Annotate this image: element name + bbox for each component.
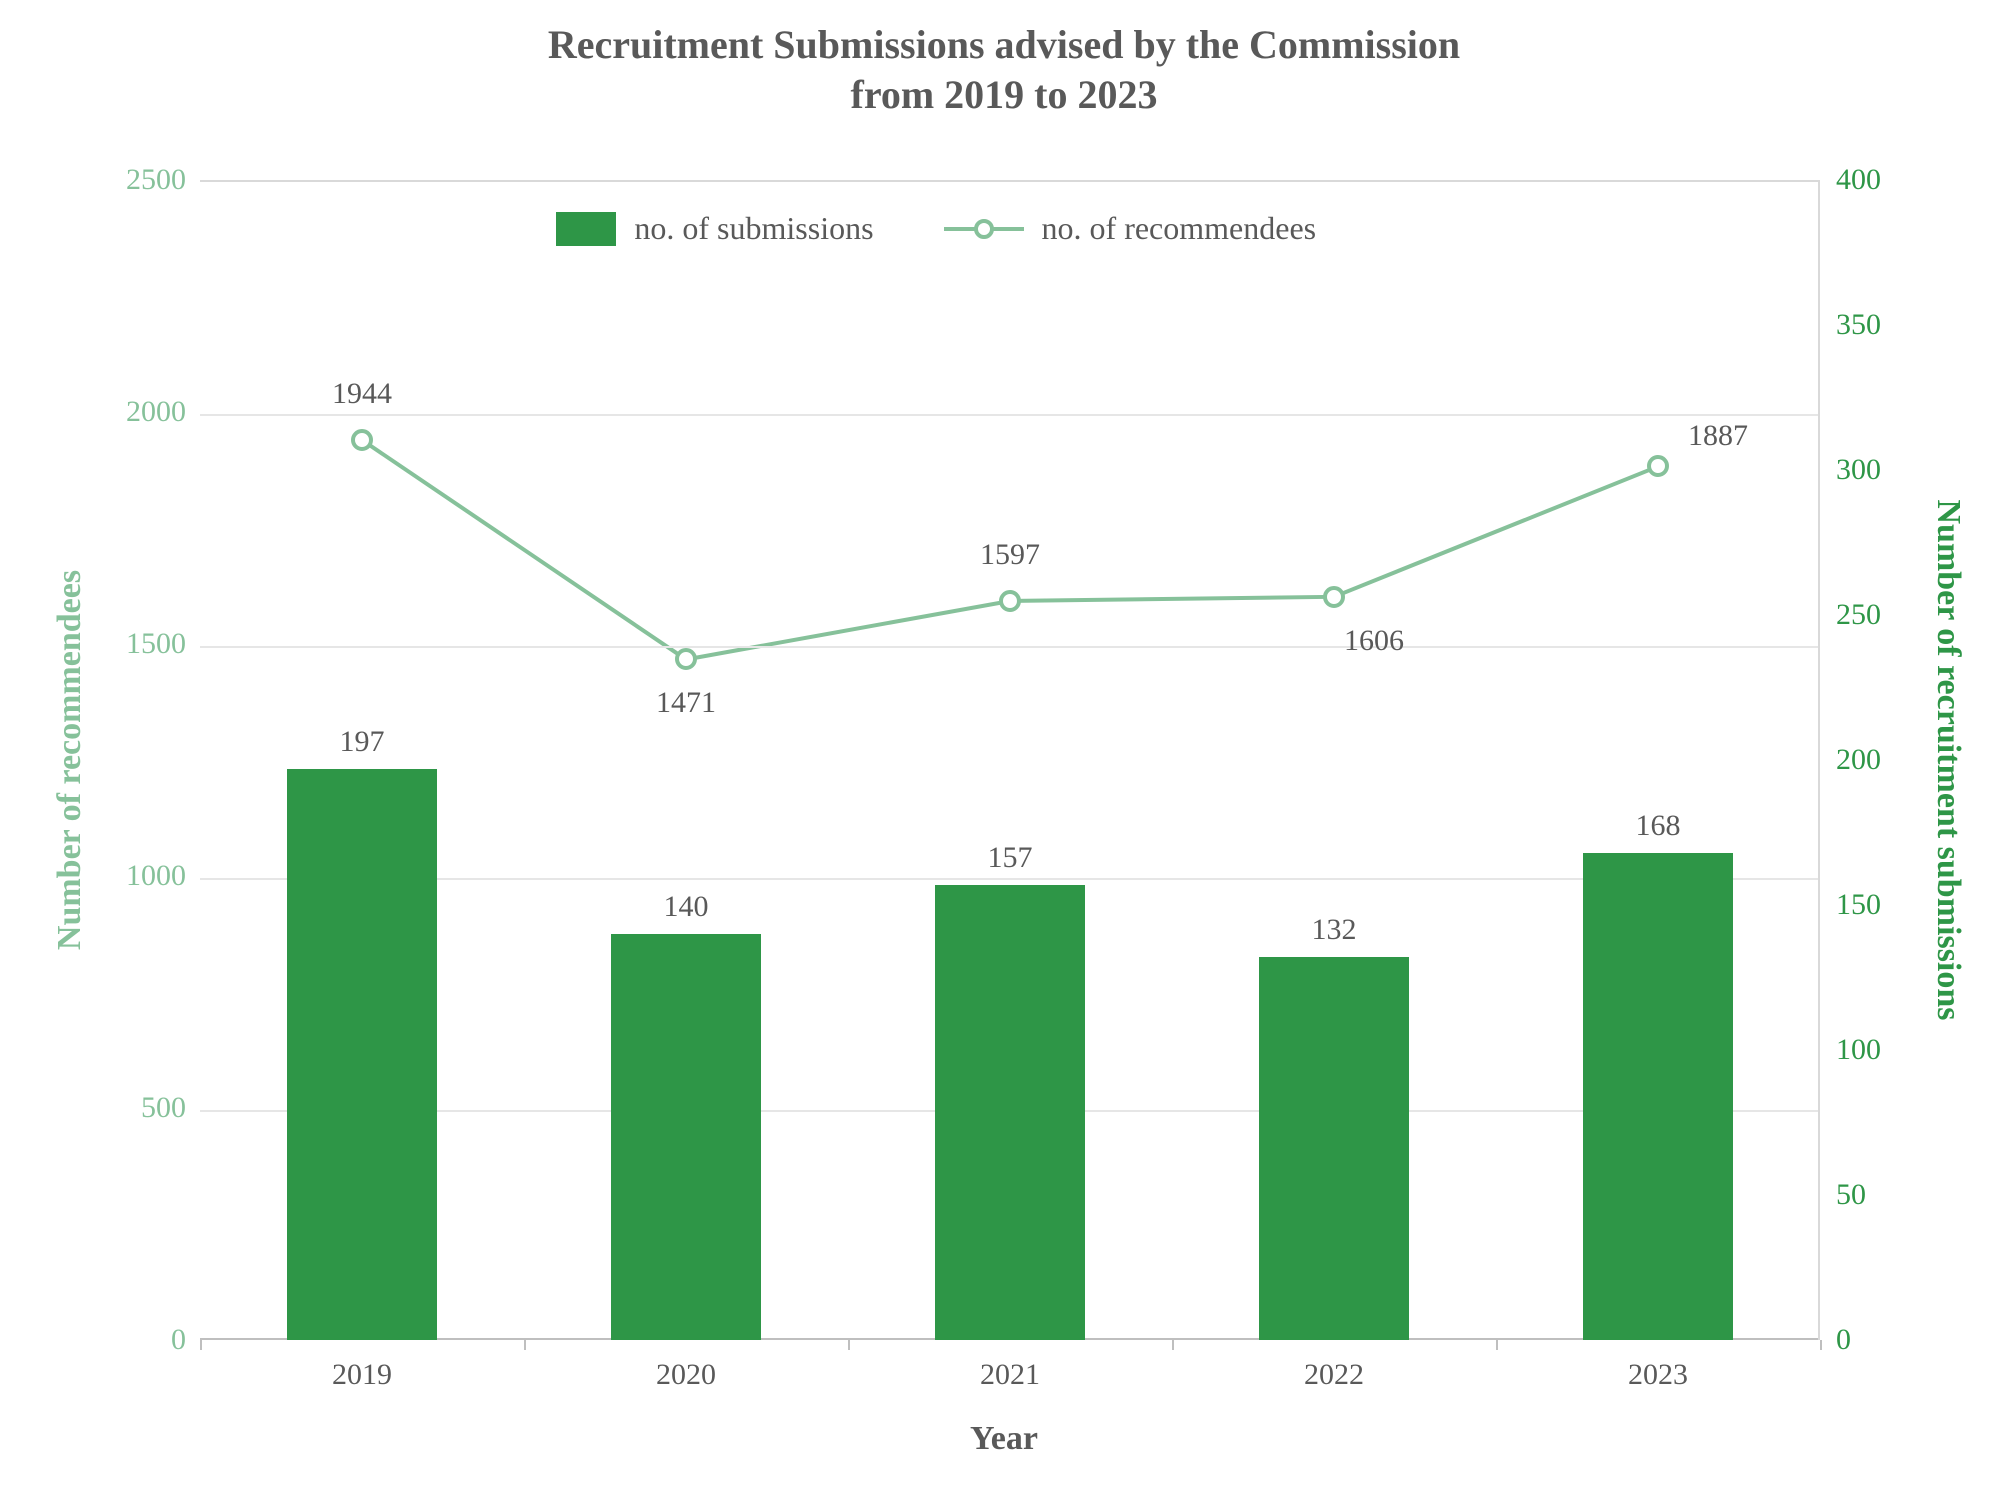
bar-value-label: 140 [664, 890, 709, 924]
line-marker [1647, 455, 1669, 477]
chart-title-line2: from 2019 to 2023 [0, 70, 2008, 120]
bar-value-label: 197 [340, 725, 385, 759]
gridline [200, 878, 1818, 880]
y-right-tick: 250 [1836, 598, 1881, 632]
legend-swatch-line [944, 212, 1024, 246]
bar [935, 885, 1084, 1340]
legend-swatch-bar [556, 212, 616, 246]
gridline [200, 414, 1818, 416]
chart-title-line1: Recruitment Submissions advised by the C… [0, 20, 2008, 70]
y-right-tick: 400 [1836, 163, 1881, 197]
y-right-tick: 100 [1836, 1033, 1881, 1067]
legend: no. of submissions no. of recommendees [556, 210, 1316, 247]
y-left-tick: 2500 [126, 163, 186, 197]
line-value-label: 1606 [1344, 624, 1404, 658]
legend-label-bars: no. of submissions [634, 210, 873, 247]
bar-value-label: 132 [1312, 913, 1357, 947]
bar-value-label: 168 [1636, 809, 1681, 843]
legend-item-bars: no. of submissions [556, 210, 873, 247]
y-right-tick: 0 [1836, 1323, 1851, 1357]
recruitment-submissions-chart: Recruitment Submissions advised by the C… [0, 0, 2008, 1500]
y-left-tick: 1000 [126, 859, 186, 893]
bar [1259, 957, 1408, 1340]
x-tick-mark [524, 1340, 526, 1350]
line-value-label: 1597 [980, 538, 1040, 572]
line-value-label: 1944 [332, 377, 392, 411]
chart-title: Recruitment Submissions advised by the C… [0, 20, 2008, 120]
legend-label-line: no. of recommendees [1042, 210, 1317, 247]
y-right-tick: 200 [1836, 743, 1881, 777]
x-tick-mark [1172, 1340, 1174, 1350]
y-left-tick: 2000 [126, 395, 186, 429]
line-marker [999, 590, 1021, 612]
y-right-tick: 150 [1836, 888, 1881, 922]
x-tick-label: 2021 [980, 1358, 1040, 1392]
line-marker [675, 648, 697, 670]
x-tick-label: 2022 [1304, 1358, 1364, 1392]
x-axis-title: Year [0, 1420, 2008, 1458]
line-marker [1323, 586, 1345, 608]
bar [611, 934, 760, 1340]
line-marker [351, 429, 373, 451]
y-right-axis-title: Number of recruitment submissions [1929, 499, 1967, 1020]
y-left-axis-title: Number of recommendees [51, 570, 89, 950]
bar-value-label: 157 [988, 841, 1033, 875]
x-tick-mark [200, 1340, 202, 1350]
y-right-tick: 350 [1836, 308, 1881, 342]
gridline [200, 646, 1818, 648]
x-tick-mark [848, 1340, 850, 1350]
x-tick-mark [1496, 1340, 1498, 1350]
y-right-tick: 300 [1836, 453, 1881, 487]
x-tick-label: 2023 [1628, 1358, 1688, 1392]
y-left-tick: 0 [171, 1323, 186, 1357]
plot-area [200, 180, 1820, 1340]
line-value-label: 1471 [656, 686, 716, 720]
line-value-label: 1887 [1688, 419, 1748, 453]
bar [287, 769, 436, 1340]
y-left-tick: 1500 [126, 627, 186, 661]
y-left-tick: 500 [141, 1091, 186, 1125]
x-tick-label: 2020 [656, 1358, 716, 1392]
y-right-tick: 50 [1836, 1178, 1866, 1212]
legend-item-line: no. of recommendees [944, 210, 1317, 247]
x-tick-label: 2019 [332, 1358, 392, 1392]
bar [1583, 853, 1732, 1340]
x-tick-mark [1820, 1340, 1822, 1350]
